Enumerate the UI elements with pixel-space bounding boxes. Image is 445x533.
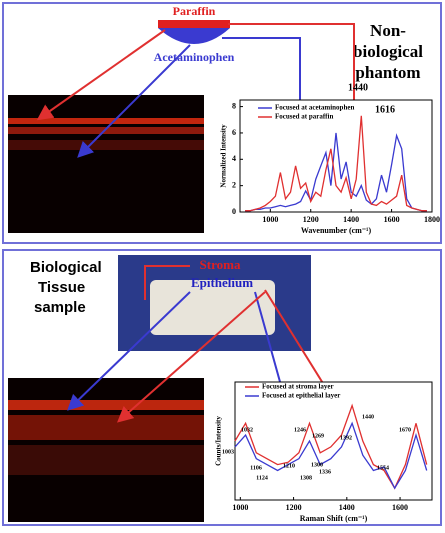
caption: Non- — [370, 21, 406, 40]
caption: biological — [353, 42, 423, 61]
y-tick-label: 8 — [232, 101, 236, 110]
y-tick-label: 0 — [232, 207, 236, 216]
label: Paraffin — [173, 4, 216, 18]
annotation: 1440 — [348, 82, 368, 93]
legend-label: Focused at paraffin — [275, 113, 333, 121]
annotation: 1032 — [241, 427, 253, 433]
annotation: 1554 — [377, 465, 389, 471]
y-tick-label: 6 — [232, 128, 236, 137]
x-axis-label: Wavenumber (cm⁻¹) — [301, 226, 372, 235]
annotation: 1392 — [340, 435, 352, 441]
caption: sample — [34, 299, 86, 316]
y-axis-label: Normalized Intensity — [220, 124, 228, 188]
x-tick-label: 1800 — [424, 215, 440, 224]
annotation: 1106 — [250, 465, 262, 471]
caption: phantom — [355, 63, 420, 82]
x-tick-label: 1200 — [286, 503, 302, 512]
oct-band — [8, 415, 204, 440]
annotation: 1616 — [375, 104, 395, 115]
caption: Biological — [30, 259, 102, 276]
y-tick-label: 2 — [232, 180, 236, 189]
oct-image — [8, 95, 204, 233]
legend-label: Focused at acetaminophen — [275, 104, 354, 112]
annotation: 1670 — [399, 427, 411, 433]
plot-frame — [235, 382, 432, 500]
oct-band — [8, 400, 204, 410]
x-axis-label: Raman Shift (cm⁻¹) — [300, 514, 368, 523]
legend-label: Focused at stroma layer — [262, 383, 334, 391]
annotation: 1124 — [256, 475, 268, 481]
annotation: 1246 — [294, 427, 306, 433]
x-tick-label: 1200 — [303, 215, 319, 224]
annotation: 1269 — [312, 433, 324, 439]
caption: Tissue — [38, 279, 85, 296]
x-tick-label: 1000 — [262, 215, 278, 224]
oct-band — [8, 140, 204, 150]
annotation: 1440 — [362, 414, 374, 420]
oct-band — [8, 118, 204, 124]
label: Stroma — [200, 257, 241, 272]
oct-band — [8, 445, 204, 475]
annotation: 1308 — [300, 475, 312, 481]
x-tick-label: 1400 — [343, 215, 359, 224]
annotation: 1210 — [283, 463, 295, 469]
annotation: 1003 — [222, 449, 234, 455]
paraffin-layer — [158, 20, 230, 28]
x-tick-label: 1600 — [384, 215, 400, 224]
page: Paraffin Acetaminophen Non- biological p… — [0, 0, 445, 528]
y-tick-label: 4 — [232, 154, 236, 163]
label: Epithelium — [191, 275, 253, 290]
y-axis-label: Counts/Intensity — [215, 416, 223, 466]
x-tick-label: 1000 — [232, 503, 248, 512]
x-tick-label: 1600 — [392, 503, 408, 512]
figure: Paraffin Acetaminophen Non- biological p… — [0, 0, 445, 528]
annotation: 1336 — [319, 469, 331, 475]
x-tick-label: 1400 — [339, 503, 355, 512]
label: Acetaminophen — [154, 50, 235, 64]
annotation: 1300 — [311, 462, 323, 468]
legend-label: Focused at epithelial layer — [262, 392, 340, 400]
